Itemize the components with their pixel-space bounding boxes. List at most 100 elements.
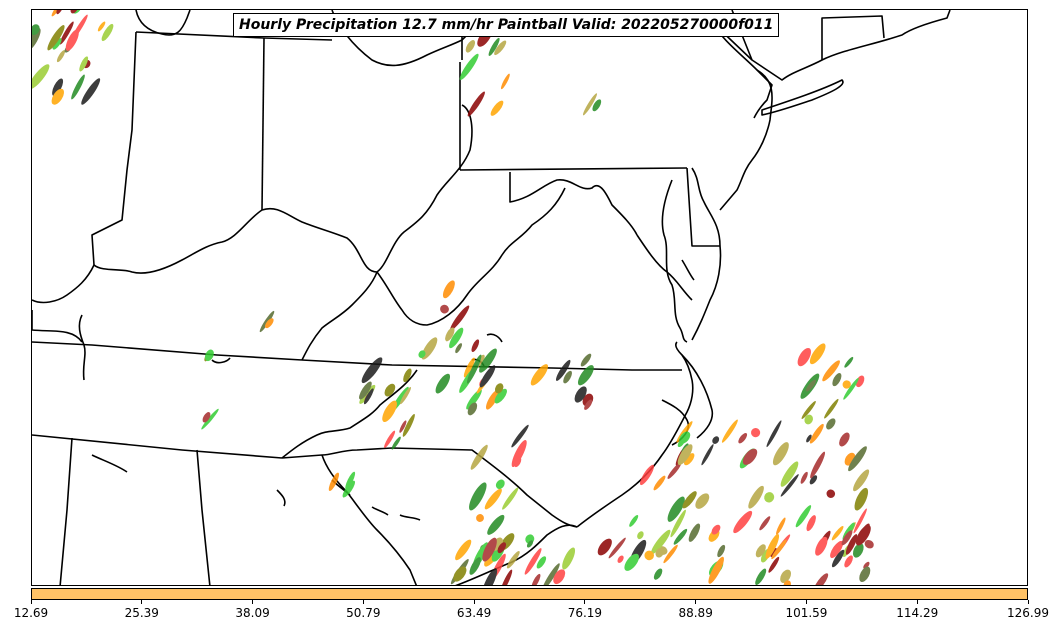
paintball-blob	[677, 439, 685, 448]
colorbar-tick-label: 50.79	[346, 606, 381, 620]
colorbar-tick-mark	[252, 600, 254, 604]
paintball-blob	[500, 569, 513, 585]
paintball-blob	[459, 53, 479, 81]
paintball-blob	[469, 557, 481, 575]
paintball-blob	[440, 304, 449, 314]
paintball-blob	[809, 475, 818, 485]
paintball-blob	[494, 40, 507, 56]
paintball-blob	[797, 347, 811, 367]
paintball-blob	[449, 327, 464, 349]
paintball-blob	[776, 517, 786, 535]
paintball-blob	[839, 432, 850, 447]
paintball-blob	[755, 568, 767, 585]
paintball-blob	[864, 539, 874, 549]
paintball-blob	[592, 99, 602, 112]
paintball-blob	[402, 413, 415, 437]
paintball-blob	[653, 475, 666, 491]
map-panel	[31, 9, 1028, 586]
paintball-blob	[759, 516, 771, 531]
paintball-blob	[831, 549, 845, 568]
paintball-blob	[403, 368, 412, 383]
paintball-blob	[542, 563, 560, 585]
ky-tn-border	[32, 341, 303, 361]
paintball-blob	[32, 64, 50, 90]
paintball-blob	[488, 37, 500, 56]
paintball-blob	[854, 487, 869, 511]
paintball-blob	[56, 50, 66, 63]
colorbar-tick-mark	[141, 600, 143, 604]
paintball-blob	[536, 556, 547, 569]
colorbar-tick-label: 25.39	[124, 606, 159, 620]
paintball-blob	[56, 10, 67, 15]
paintball-blob	[471, 339, 480, 353]
precipitation-paintballs	[32, 10, 874, 585]
paintball-blob	[204, 349, 214, 362]
paintball-blob	[577, 365, 594, 386]
paintball-blob	[655, 548, 664, 558]
paintball-blob	[863, 561, 870, 569]
paintball-blob	[574, 386, 587, 403]
colorbar-tick-label: 88.89	[678, 606, 713, 620]
paintball-blob	[555, 359, 571, 381]
paintball-blob	[501, 73, 510, 90]
paintball-blob	[670, 509, 686, 538]
tn-nc-border	[281, 369, 418, 459]
de-md-border	[686, 167, 720, 247]
paintball-blob	[667, 462, 682, 479]
paintball-blob	[766, 420, 782, 448]
paintball-blob	[563, 370, 572, 384]
in-oh-border	[261, 37, 265, 211]
ny-pa-border	[711, 21, 773, 119]
paintball-blob	[484, 488, 502, 510]
delaware-river	[691, 167, 721, 247]
paintball-blob	[51, 10, 63, 17]
paintball-blob	[822, 360, 840, 382]
paintball-blob	[809, 343, 826, 365]
paintball-blob	[780, 474, 799, 497]
ct-ri-border	[821, 15, 885, 60]
colorbar-tick-label: 63.49	[456, 606, 492, 620]
paintball-blob	[810, 451, 826, 479]
colorbar-tick-label: 114.29	[896, 606, 939, 620]
colorbar-tick-mark	[805, 600, 807, 604]
paintball-blob	[514, 457, 522, 468]
paintball-blob	[530, 364, 549, 386]
paintball-blob	[47, 25, 65, 51]
paintball-blob	[399, 420, 407, 433]
ky-west-border	[32, 310, 83, 343]
paintball-blob	[768, 556, 780, 573]
sc-coast	[455, 524, 578, 585]
ms-al-border	[59, 437, 73, 585]
map-canvas	[32, 10, 951, 585]
paintball-blob	[487, 514, 505, 535]
colorbar-tick-mark	[916, 600, 918, 604]
paintball-blob	[677, 444, 693, 465]
outer-banks	[681, 354, 714, 439]
lake-murray	[371, 506, 389, 516]
mississippi-river	[32, 264, 95, 304]
paintball-blob	[51, 88, 64, 105]
paintball-blob	[629, 514, 639, 527]
paintball-blob	[202, 412, 211, 423]
new-england-coast	[711, 10, 951, 81]
paintball-blob	[70, 10, 79, 14]
al-ga-border	[196, 449, 211, 585]
paintball-blob	[466, 354, 482, 384]
paintball-blob	[384, 430, 396, 448]
paintball-blob	[806, 434, 812, 443]
paintball-blob	[453, 566, 467, 582]
paintball-blob	[853, 469, 870, 492]
paintball-blob	[701, 444, 714, 466]
paintball-blob	[495, 479, 505, 490]
paintball-blob	[467, 91, 485, 117]
paintball-blob	[800, 471, 808, 484]
paintball-blob	[486, 390, 499, 410]
paintball-blob	[363, 388, 374, 405]
paintball-blob	[342, 480, 356, 498]
paintball-blob	[382, 400, 397, 423]
map-title: Hourly Precipitation 12.7 mm/hr Paintbal…	[233, 13, 780, 37]
paintball-blob	[780, 461, 799, 487]
paintball-blob	[844, 555, 853, 568]
paintball-blob	[580, 353, 592, 367]
kentucky-lake	[78, 314, 86, 381]
